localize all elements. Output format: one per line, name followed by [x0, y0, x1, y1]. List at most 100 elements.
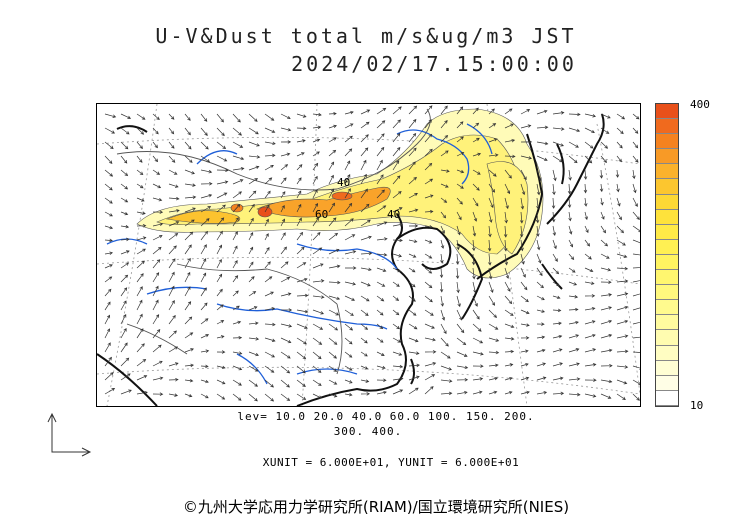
- wind-vector: [599, 183, 604, 193]
- wind-vector: [136, 286, 143, 297]
- wind-vector: [632, 127, 639, 134]
- wind-vector: [535, 211, 540, 224]
- wind-vector: [408, 387, 419, 395]
- wind-vector: [280, 351, 291, 359]
- wind-vector: [344, 174, 351, 185]
- wind-vector: [152, 360, 163, 367]
- wind-vector: [440, 150, 449, 157]
- wind-vector: [345, 266, 357, 270]
- wind-vector: [504, 390, 513, 395]
- wind-vector: [536, 109, 548, 115]
- wind-vector: [600, 306, 613, 311]
- wind-vector: [487, 239, 492, 252]
- wind-vector: [280, 113, 291, 120]
- colorbar-segment: [656, 119, 678, 135]
- colorbar-segment: [656, 360, 678, 376]
- wind-vector: [152, 210, 164, 214]
- wind-vector: [296, 246, 305, 255]
- wind-vector: [312, 295, 325, 299]
- wind-vector: [184, 301, 192, 311]
- wind-vector: [488, 225, 492, 238]
- wind-vector: [552, 211, 556, 223]
- wind-vector: [584, 294, 596, 298]
- wind-vector: [104, 127, 116, 134]
- wind-vector: [376, 267, 387, 272]
- wind-vector: [248, 337, 260, 341]
- wind-vector: [504, 211, 508, 224]
- wind-vector: [328, 280, 341, 285]
- wind-vector: [408, 363, 421, 368]
- wind-vector: [216, 217, 225, 227]
- colorbar-segment: [656, 345, 678, 361]
- wind-vector: [296, 203, 302, 213]
- wind-vector: [280, 218, 285, 227]
- wind-vector: [152, 155, 159, 163]
- wind-vector: [136, 313, 143, 325]
- wind-vector: [216, 288, 223, 297]
- wind-vector: [120, 183, 129, 190]
- wind-vector: [568, 281, 578, 286]
- wind-vector: [280, 232, 286, 241]
- wind-vector: [551, 197, 556, 209]
- wind-vector: [328, 174, 334, 185]
- wind-vector: [392, 119, 401, 129]
- wind-vector: [344, 250, 357, 255]
- wind-vector: [536, 362, 547, 367]
- wind-vector: [536, 295, 545, 301]
- wind-vector: [280, 393, 291, 401]
- wind-vector: [536, 155, 548, 162]
- wind-vector: [312, 263, 324, 269]
- wind-vector: [264, 218, 269, 227]
- wind-vector: [584, 211, 588, 221]
- wind-vector: [584, 333, 596, 339]
- wind-vector: [328, 232, 339, 241]
- wind-vector: [456, 337, 467, 346]
- wind-vector: [520, 183, 526, 196]
- wind-vector: [120, 113, 132, 119]
- wind-vector: [408, 239, 418, 243]
- colorbar-segment: [656, 254, 678, 271]
- wind-vector: [488, 363, 499, 367]
- wind-vector: [504, 197, 509, 210]
- wind-vector: [360, 109, 371, 115]
- wind-vector: [200, 287, 207, 297]
- wind-vector: [424, 374, 436, 381]
- wind-vector: [392, 132, 401, 143]
- wind-vector: [184, 286, 191, 297]
- wind-vector: [168, 127, 175, 135]
- wind-vector: [632, 141, 639, 149]
- coastlines: [97, 113, 605, 406]
- wind-vector: [504, 376, 513, 381]
- wind-vector: [376, 323, 384, 330]
- wind-vector: [104, 288, 112, 297]
- wind-vector: [552, 391, 565, 396]
- wind-vector: [456, 225, 461, 236]
- wind-vector: [120, 225, 130, 229]
- wind-vector: [472, 267, 476, 280]
- wind-vector: [488, 390, 498, 395]
- wind-vector: [600, 239, 609, 247]
- wind-vector: [632, 183, 637, 194]
- wind-vector: [440, 169, 450, 173]
- wind-vector: [471, 253, 476, 266]
- wind-vector: [376, 390, 387, 395]
- wind-vector: [408, 161, 416, 171]
- wind-vector: [344, 202, 353, 213]
- wind-vector: [536, 225, 540, 237]
- wind-vector: [519, 225, 524, 238]
- wind-vector: [168, 330, 177, 339]
- wind-vector: [184, 169, 195, 175]
- wind-vector: [120, 287, 128, 297]
- wind-vector: [328, 124, 338, 129]
- wind-vector: [184, 219, 195, 227]
- wind-vector: [472, 323, 482, 332]
- wind-vector: [248, 365, 259, 372]
- wind-vector: [232, 335, 243, 340]
- wind-vector: [328, 295, 341, 301]
- wind-vector: [296, 164, 303, 171]
- colorbar-segment: [656, 134, 678, 150]
- wind-vector: [632, 113, 640, 120]
- colorbar-segment: [656, 209, 678, 225]
- wind-vector: [184, 271, 191, 283]
- wind-vector: [136, 328, 144, 339]
